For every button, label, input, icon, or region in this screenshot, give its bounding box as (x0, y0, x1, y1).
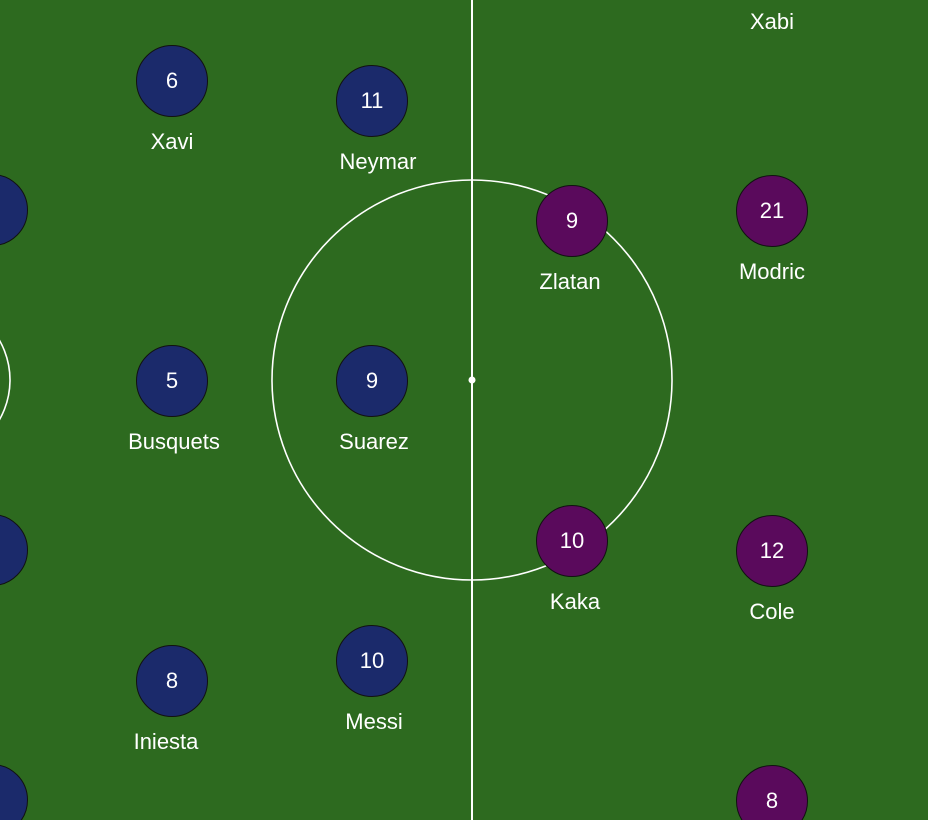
player-marker-zlatan[interactable]: 9 (536, 185, 608, 257)
center-spot (468, 376, 476, 384)
player-marker-messi[interactable]: 10 (336, 625, 408, 697)
player-number: 9 (365, 368, 379, 393)
player-number: 9 (565, 208, 579, 233)
player-name-messi: Messi (345, 709, 403, 734)
player-number: 8 (765, 788, 779, 813)
player-name-cole: Cole (749, 599, 795, 624)
player-number: 5 (165, 368, 179, 393)
player-name-zlatan: Zlatan (539, 269, 601, 294)
player-name-xavi: Xavi (150, 129, 194, 154)
player-marker-suarez[interactable]: 9 (336, 345, 408, 417)
player-name-xabi: Xabi (749, 9, 795, 34)
left-arc (0, 339, 11, 421)
player-name-busquets: Busquets (128, 429, 220, 454)
player-name-modric: Modric (738, 259, 805, 284)
player-number: 12 (759, 538, 785, 563)
player-number: 11 (360, 88, 384, 113)
player-marker-iniesta[interactable]: 8 (136, 645, 208, 717)
player-number: 10 (559, 528, 585, 553)
player-number: 21 (759, 198, 785, 223)
player-name-suarez: Suarez (339, 429, 409, 454)
player-number: 10 (359, 648, 385, 673)
player-marker-xavi[interactable]: 6 (136, 45, 208, 117)
player-name-kaka: Kaka (549, 589, 601, 614)
center-circle (271, 179, 673, 581)
player-marker-busquets[interactable]: 5 (136, 345, 208, 417)
player-marker-kaka[interactable]: 10 (536, 505, 608, 577)
player-marker-bottom[interactable]: 8 (736, 765, 808, 820)
player-marker-neymar[interactable]: 11 (336, 65, 408, 137)
player-name-iniesta: Iniesta (133, 729, 199, 754)
player-number: 8 (165, 668, 179, 693)
player-name-neymar: Neymar (339, 149, 417, 174)
player-number: 6 (165, 68, 179, 93)
player-marker-modric[interactable]: 21 (736, 175, 808, 247)
player-marker-cole[interactable]: 12 (736, 515, 808, 587)
